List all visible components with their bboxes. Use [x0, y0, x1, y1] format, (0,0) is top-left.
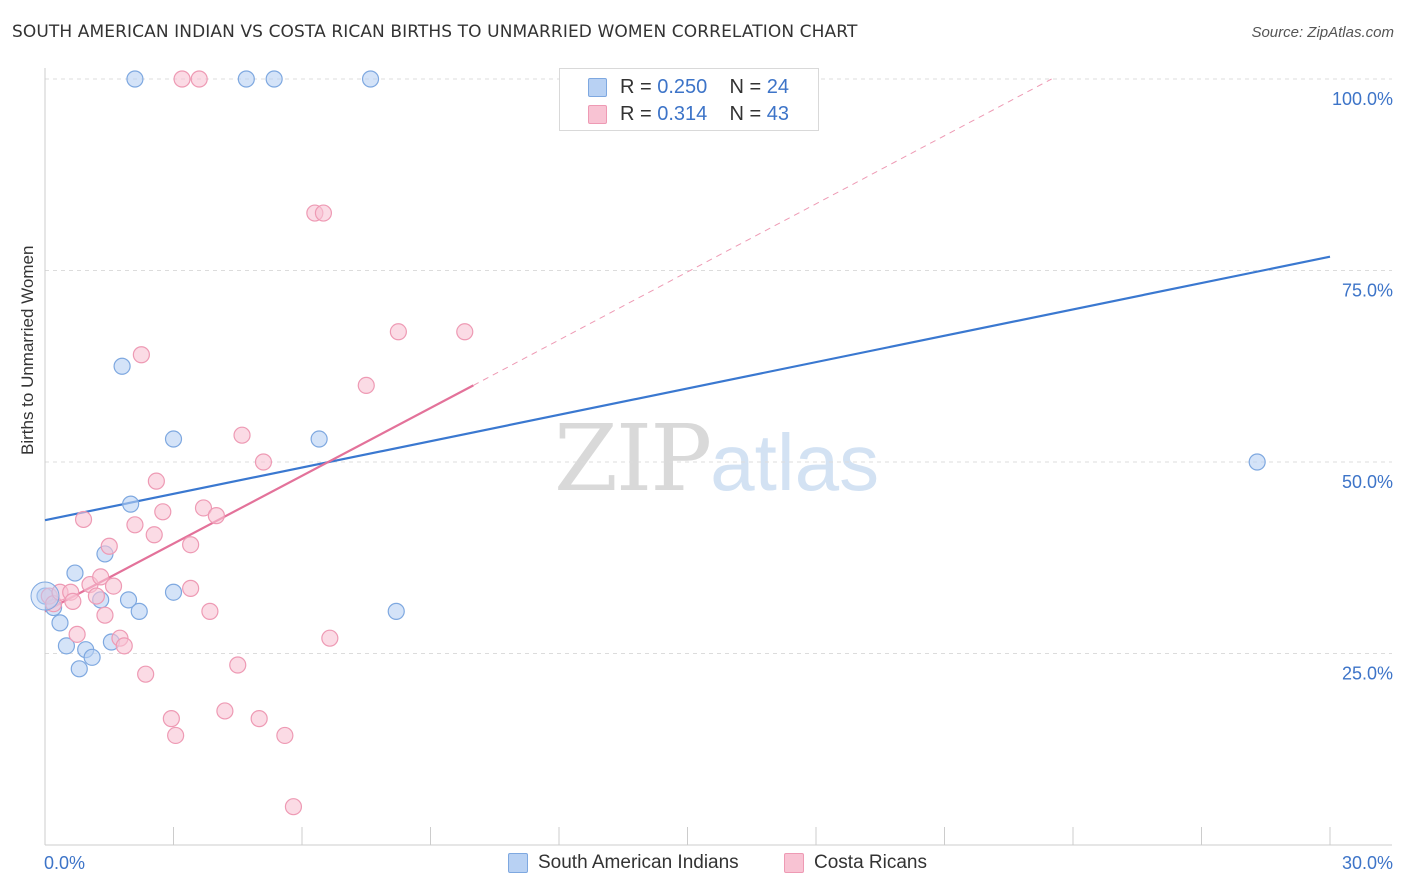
point-south-american-indians	[122, 495, 140, 513]
bottom-legend-label: Costa Ricans	[814, 852, 927, 873]
point-costa-ricans	[182, 579, 200, 597]
point-costa-ricans	[145, 526, 163, 544]
point-costa-ricans	[115, 637, 133, 655]
gridlines	[45, 78, 1392, 654]
point-costa-ricans	[194, 499, 213, 517]
y-tick-label: 75.0%	[1342, 281, 1393, 301]
point-south-american-indians	[57, 637, 76, 655]
point-costa-ricans	[201, 602, 219, 620]
point-costa-ricans	[132, 346, 150, 364]
point-south-american-indians	[164, 430, 183, 448]
point-costa-ricans	[254, 453, 273, 471]
point-costa-ricans	[456, 323, 474, 341]
point-south-american-indians	[1248, 453, 1266, 471]
legend-r-value: 0.250	[657, 76, 708, 98]
point-south-american-indians	[265, 70, 283, 88]
axes	[44, 68, 1392, 846]
point-costa-ricans	[126, 516, 144, 534]
point-south-american-indians	[51, 614, 69, 632]
point-south-american-indians	[66, 564, 84, 582]
point-costa-ricans	[276, 726, 294, 745]
point-costa-ricans	[74, 510, 93, 529]
point-south-american-indians	[70, 660, 88, 678]
point-costa-ricans	[68, 625, 86, 643]
point-costa-ricans	[357, 376, 375, 394]
bottom-legend-swatch-blue	[508, 853, 528, 873]
legend-r-label: R =	[620, 76, 658, 98]
source-label: Source: ZipAtlas.com	[1251, 24, 1394, 41]
trend-line-south-american-indians	[44, 255, 1331, 522]
legend-r-value: 0.314	[657, 103, 708, 125]
point-south-american-indians	[126, 70, 144, 88]
legend-n-value: 43	[766, 103, 790, 125]
point-costa-ricans	[284, 798, 303, 816]
point-costa-ricans	[190, 70, 208, 88]
point-costa-ricans	[207, 507, 225, 525]
y-tick-label: 50.0%	[1342, 472, 1393, 492]
point-south-american-indians	[310, 430, 328, 448]
point-costa-ricans	[162, 710, 180, 728]
point-costa-ricans	[182, 536, 200, 554]
y-tick-label: 100.0%	[1332, 89, 1393, 109]
point-south-american-indians	[164, 583, 183, 601]
trend-line-costa-ricans	[44, 384, 474, 613]
data-points	[30, 70, 1266, 816]
legend-r-label: R =	[620, 103, 658, 125]
legend-swatch-pink	[588, 105, 607, 124]
trend-lines	[44, 78, 1331, 613]
point-costa-ricans	[92, 568, 110, 586]
point-costa-ricans	[389, 323, 407, 341]
watermark-atlas: atlas	[710, 418, 880, 507]
legend-swatch-blue	[588, 78, 607, 97]
point-costa-ricans	[229, 656, 247, 674]
point-costa-ricans	[314, 204, 333, 222]
watermark-zip: ZIP	[554, 405, 712, 512]
point-costa-ricans	[154, 503, 172, 521]
point-south-american-indians	[387, 602, 405, 620]
point-costa-ricans	[100, 537, 118, 555]
legend-n-value: 24	[766, 76, 790, 98]
point-costa-ricans	[173, 70, 191, 88]
point-costa-ricans	[167, 726, 185, 745]
point-costa-ricans	[64, 592, 82, 611]
legend-n-label: N =	[729, 103, 767, 125]
point-costa-ricans	[137, 665, 155, 683]
point-costa-ricans	[233, 426, 251, 444]
point-south-american-indians	[130, 602, 148, 620]
bottom-legend-swatch-pink	[784, 853, 804, 873]
legend-n-label: N =	[729, 76, 767, 98]
tick-labels: 25.0% 50.0% 75.0% 100.0% 0.0% 30.0%	[44, 89, 1393, 873]
point-costa-ricans	[321, 629, 339, 647]
point-south-american-indians	[113, 357, 131, 375]
y-tick-label: 25.0%	[1342, 664, 1393, 684]
watermark: ZIPatlas	[554, 405, 879, 512]
chart-title: SOUTH AMERICAN INDIAN VS COSTA RICAN BIR…	[12, 22, 858, 42]
point-south-american-indians	[361, 70, 380, 88]
point-cluster-origin	[30, 581, 60, 611]
point-costa-ricans	[250, 710, 268, 728]
point-costa-ricans	[147, 472, 165, 490]
point-costa-ricans	[87, 587, 106, 605]
point-south-american-indians	[237, 70, 255, 88]
point-costa-ricans	[96, 606, 114, 624]
legend: R = 0.250 N = 24 R = 0.314 N = 43	[559, 68, 819, 131]
x-tick-label-min: 0.0%	[44, 853, 85, 873]
point-south-american-indians	[83, 648, 101, 666]
point-costa-ricans	[104, 577, 123, 595]
point-costa-ricans	[216, 702, 234, 720]
x-tick-label-max: 30.0%	[1342, 853, 1393, 873]
bottom-legend-label: South American Indians	[538, 852, 739, 873]
point-south-american-indians	[119, 591, 138, 609]
